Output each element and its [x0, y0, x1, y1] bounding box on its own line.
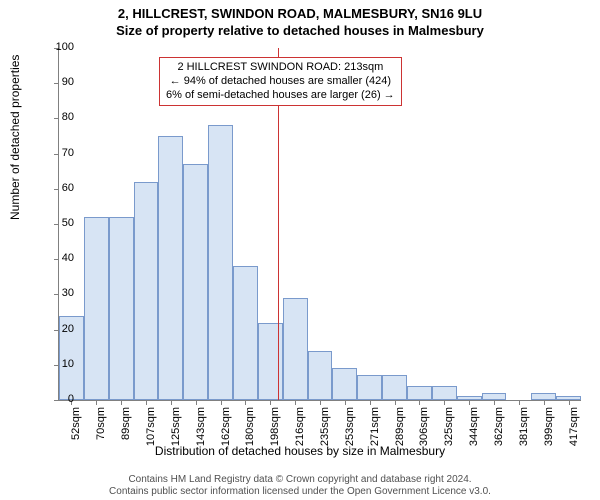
y-tick-label: 10 — [44, 358, 74, 370]
annotation-line: ← 94% of detached houses are smaller (42… — [166, 75, 395, 89]
x-tick-label: 180sqm — [244, 407, 256, 451]
histogram-bar — [208, 125, 233, 400]
x-tick-mark — [270, 400, 271, 405]
x-tick-label: 325sqm — [443, 407, 455, 451]
footer-attribution: Contains HM Land Registry data © Crown c… — [0, 474, 600, 498]
histogram-bar — [233, 266, 258, 400]
histogram-bar — [109, 217, 134, 400]
x-tick-label: 107sqm — [145, 407, 157, 451]
x-tick-mark — [96, 400, 97, 405]
chart-container: 2, HILLCREST, SWINDON ROAD, MALMESBURY, … — [0, 0, 600, 500]
annotation-line: 6% of semi-detached houses are larger (2… — [166, 89, 395, 103]
histogram-bar — [158, 136, 183, 400]
x-tick-label: 362sqm — [493, 407, 505, 451]
histogram-bar — [134, 182, 159, 400]
histogram-bar — [432, 386, 457, 400]
x-tick-mark — [519, 400, 520, 405]
y-tick-label: 50 — [44, 217, 74, 229]
y-tick-label: 70 — [44, 147, 74, 159]
y-axis-label: Number of detached properties — [8, 55, 22, 220]
title-line-1: 2, HILLCREST, SWINDON ROAD, MALMESBURY, … — [0, 0, 600, 21]
x-tick-label: 198sqm — [269, 407, 281, 451]
y-tick-label: 90 — [44, 76, 74, 88]
x-tick-label: 306sqm — [418, 407, 430, 451]
x-tick-label: 125sqm — [170, 407, 182, 451]
x-tick-label: 253sqm — [344, 407, 356, 451]
footer-line-1: Contains HM Land Registry data © Crown c… — [0, 474, 600, 486]
x-tick-mark — [146, 400, 147, 405]
x-tick-label: 271sqm — [369, 407, 381, 451]
x-tick-label: 289sqm — [394, 407, 406, 451]
histogram-bar — [482, 393, 507, 400]
histogram-bar — [531, 393, 556, 400]
annotation-line: 2 HILLCREST SWINDON ROAD: 213sqm — [166, 61, 395, 75]
x-tick-label: 162sqm — [220, 407, 232, 451]
x-tick-label: 344sqm — [468, 407, 480, 451]
footer-line-2: Contains public sector information licen… — [0, 486, 600, 498]
x-tick-label: 89sqm — [120, 407, 132, 451]
plot-area: 2 HILLCREST SWINDON ROAD: 213sqm← 94% of… — [58, 48, 581, 401]
histogram-bar — [357, 375, 382, 400]
y-tick-label: 0 — [44, 393, 74, 405]
histogram-bar — [183, 164, 208, 400]
x-tick-mark — [320, 400, 321, 405]
y-tick-label: 60 — [44, 182, 74, 194]
annotation-box: 2 HILLCREST SWINDON ROAD: 213sqm← 94% of… — [159, 57, 402, 106]
x-tick-mark — [544, 400, 545, 405]
x-tick-label: 381sqm — [518, 407, 530, 451]
y-tick-label: 40 — [44, 252, 74, 264]
x-tick-label: 52sqm — [70, 407, 82, 451]
y-tick-label: 20 — [44, 323, 74, 335]
x-tick-mark — [196, 400, 197, 405]
x-tick-mark — [121, 400, 122, 405]
y-tick-label: 80 — [44, 111, 74, 123]
histogram-bar — [283, 298, 308, 400]
x-tick-mark — [395, 400, 396, 405]
x-tick-mark — [171, 400, 172, 405]
y-tick-label: 30 — [44, 287, 74, 299]
x-tick-mark — [345, 400, 346, 405]
histogram-bar — [382, 375, 407, 400]
plot-wrap: 2 HILLCREST SWINDON ROAD: 213sqm← 94% of… — [58, 48, 580, 400]
x-tick-label: 143sqm — [195, 407, 207, 451]
x-tick-label: 235sqm — [319, 407, 331, 451]
histogram-bar — [332, 368, 357, 400]
x-tick-mark — [245, 400, 246, 405]
x-tick-label: 70sqm — [95, 407, 107, 451]
title-line-2: Size of property relative to detached ho… — [0, 21, 600, 38]
histogram-bar — [407, 386, 432, 400]
x-tick-mark — [444, 400, 445, 405]
x-tick-mark — [295, 400, 296, 405]
x-tick-mark — [221, 400, 222, 405]
x-tick-label: 417sqm — [568, 407, 580, 451]
x-tick-mark — [494, 400, 495, 405]
x-tick-label: 216sqm — [294, 407, 306, 451]
histogram-bar — [84, 217, 109, 400]
x-tick-label: 399sqm — [543, 407, 555, 451]
y-tick-label: 100 — [44, 41, 74, 53]
x-tick-mark — [569, 400, 570, 405]
x-tick-mark — [419, 400, 420, 405]
x-tick-mark — [370, 400, 371, 405]
x-tick-mark — [469, 400, 470, 405]
histogram-bar — [308, 351, 333, 400]
